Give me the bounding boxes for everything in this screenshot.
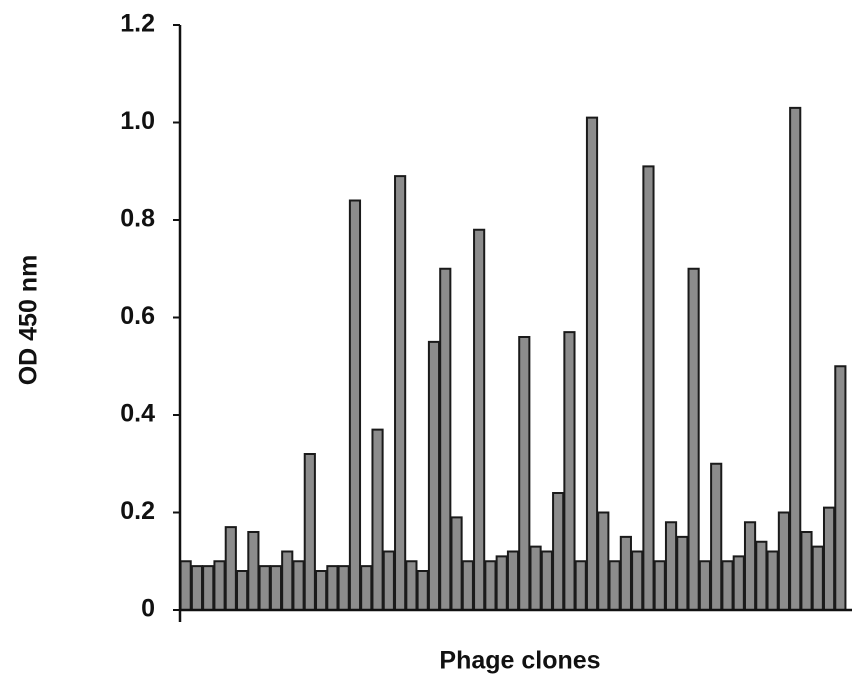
bar	[834, 365, 847, 611]
bar	[822, 506, 836, 611]
x-axis-label: Phage clones	[439, 647, 600, 675]
bar	[258, 565, 271, 611]
bar	[337, 565, 350, 611]
y-tick-label: 1.0	[120, 107, 155, 135]
bar	[811, 545, 824, 611]
y-tick-label: 0	[141, 595, 155, 623]
bar	[394, 175, 407, 611]
bar	[427, 340, 441, 611]
bar	[529, 545, 542, 611]
y-tick-label: 0.6	[120, 302, 155, 330]
bar	[755, 540, 768, 611]
y-tick-label: 0.8	[120, 205, 155, 233]
y-tick-label: 0.2	[120, 497, 155, 525]
bar	[473, 228, 486, 611]
bar	[292, 560, 305, 611]
bar	[371, 428, 384, 611]
bar	[563, 331, 576, 611]
bar	[405, 560, 418, 611]
bar	[552, 492, 565, 611]
bar	[213, 560, 226, 611]
bar	[360, 565, 373, 611]
bar	[721, 560, 734, 611]
bar	[585, 116, 599, 611]
bar	[540, 550, 553, 611]
bar	[326, 565, 339, 611]
bar	[608, 560, 621, 611]
bar	[315, 570, 328, 611]
bar	[348, 199, 362, 611]
bar	[676, 535, 689, 611]
bar	[224, 526, 237, 611]
bar	[382, 550, 395, 611]
y-axis-label: OD 450 nm	[15, 255, 43, 386]
bar	[281, 550, 294, 611]
bar	[518, 336, 531, 611]
bar	[766, 550, 779, 611]
bar	[687, 267, 700, 611]
bar	[484, 560, 497, 611]
bar	[732, 555, 745, 611]
bar	[461, 560, 474, 611]
bar	[664, 521, 678, 611]
bar	[710, 462, 723, 611]
y-tick-label: 1.2	[120, 10, 155, 38]
bar	[619, 535, 632, 611]
bar	[439, 267, 452, 611]
bar	[597, 511, 610, 611]
bar	[800, 531, 813, 611]
bar	[574, 560, 587, 611]
bar	[202, 565, 215, 611]
bar	[495, 555, 508, 611]
bar	[269, 565, 283, 611]
bar	[450, 516, 463, 611]
bar	[303, 453, 316, 611]
bar	[416, 570, 429, 611]
bar	[506, 550, 520, 611]
bar	[190, 565, 204, 611]
bar	[743, 521, 757, 611]
bar	[789, 106, 802, 611]
bar	[179, 560, 192, 611]
bar	[777, 511, 790, 611]
bar	[642, 165, 655, 611]
bar	[698, 560, 711, 611]
bar	[653, 560, 666, 611]
bar	[236, 570, 249, 611]
bar	[247, 531, 260, 611]
bar	[631, 550, 644, 611]
y-tick-label: 0.4	[120, 400, 155, 428]
